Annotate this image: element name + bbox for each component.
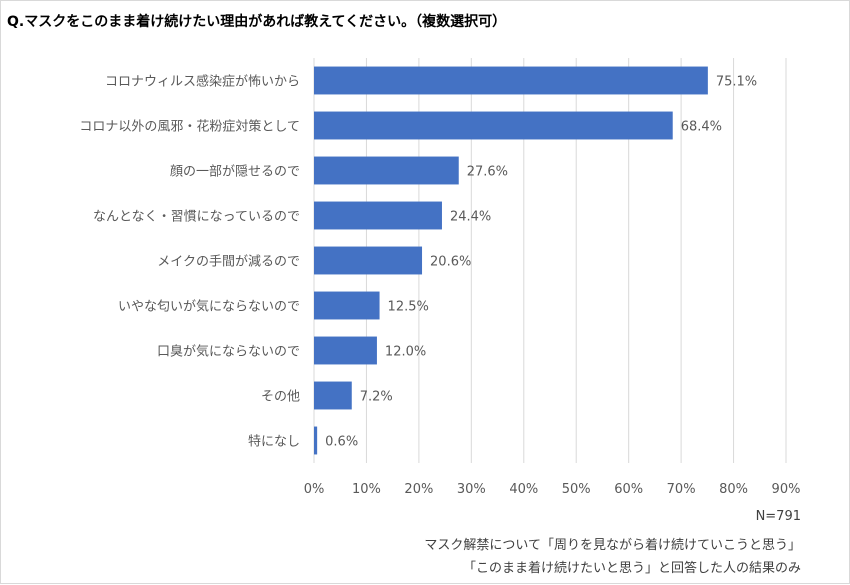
- category-label: コロナ以外の風邪・花粉症対策として: [79, 119, 300, 135]
- data-label: 24.4%: [450, 210, 491, 225]
- data-label: 7.2%: [360, 390, 393, 405]
- data-label: 12.0%: [385, 345, 426, 360]
- data-label: 27.6%: [467, 165, 508, 180]
- category-label: いやな匂いが気にならないので: [118, 299, 300, 315]
- bar: [314, 336, 377, 365]
- x-tick-label: 50%: [562, 482, 591, 497]
- bar: [314, 66, 708, 95]
- category-label: 顔の一部が隠せるので: [170, 165, 300, 180]
- bar: [314, 381, 352, 410]
- x-tick-label: 60%: [614, 482, 643, 497]
- bar: [314, 426, 318, 455]
- x-tick-label: 90%: [772, 482, 801, 497]
- data-label: 12.5%: [388, 300, 429, 315]
- x-tick-label: 30%: [457, 482, 486, 497]
- bar: [314, 111, 673, 140]
- x-tick-label: 0%: [304, 482, 325, 497]
- category-label: コロナウィルス感染症が怖いから: [105, 74, 300, 90]
- category-label: 特になし: [248, 435, 300, 450]
- data-label: 0.6%: [325, 435, 358, 450]
- sample-size-note: N=791: [755, 509, 801, 524]
- x-tick-label: 10%: [352, 482, 381, 497]
- category-label: その他: [261, 390, 300, 405]
- x-tick-label: 80%: [719, 482, 748, 497]
- category-label: なんとなく・習慣になっているので: [93, 209, 300, 225]
- x-tick-label: 40%: [509, 482, 538, 497]
- bar: [314, 156, 459, 185]
- x-tick-label: 70%: [667, 482, 696, 497]
- chart-title: Q.マスクをこのまま着け続けたい理由があれば教えてください。（複数選択可）: [7, 14, 507, 30]
- bar: [314, 291, 380, 320]
- data-label: 75.1%: [716, 75, 757, 90]
- data-label: 68.4%: [681, 120, 722, 135]
- category-label: メイクの手間が減るので: [157, 254, 300, 270]
- category-label: 口臭が気にならないので: [157, 344, 300, 360]
- bar: [314, 201, 442, 230]
- footnote-line-2: 「このまま着け続けたいと思う」と回答した人の結果のみ: [462, 561, 801, 576]
- x-tick-label: 20%: [404, 482, 433, 497]
- bar: [314, 246, 423, 275]
- footnote-line-1: マスク解禁について「周りを見ながら着け続けていこうと思う」: [424, 538, 801, 553]
- data-label: 20.6%: [430, 255, 471, 270]
